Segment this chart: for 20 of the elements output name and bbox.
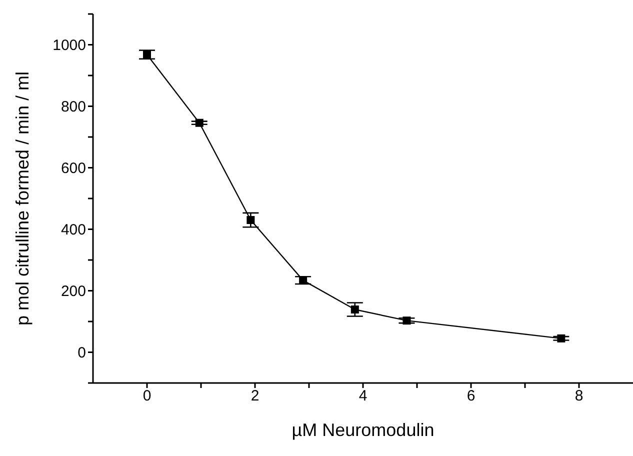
x-axis-title: µM Neuromodulin xyxy=(292,420,434,440)
point xyxy=(195,118,204,127)
point xyxy=(299,276,308,284)
point xyxy=(143,50,151,59)
y-tick-label: 200 xyxy=(60,283,86,300)
point xyxy=(246,216,255,224)
y-tick-label: 600 xyxy=(60,160,86,178)
point xyxy=(402,316,411,325)
y-axis-title: p mol citrulline formed / min / ml xyxy=(12,71,32,326)
x-tick-label: 4 xyxy=(358,388,368,405)
x-tick-label: 8 xyxy=(574,388,584,405)
x-tick-label: 0 xyxy=(142,388,152,405)
y-tick-label: 400 xyxy=(60,222,86,239)
point xyxy=(557,334,566,342)
x-tick-label: 2 xyxy=(250,388,260,405)
y-tick-label: 0 xyxy=(78,344,86,362)
y-tick-label: 800 xyxy=(60,98,86,116)
x-tick-label: 6 xyxy=(466,388,476,405)
point xyxy=(350,306,359,314)
y-tick-label: 1000 xyxy=(52,37,86,54)
